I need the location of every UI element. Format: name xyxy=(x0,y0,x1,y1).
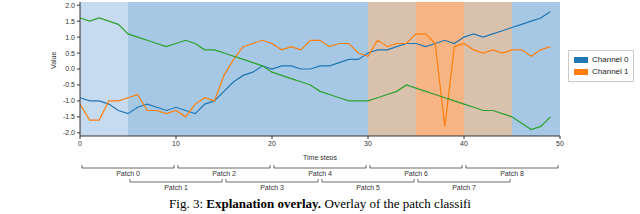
svg-text:20: 20 xyxy=(268,140,276,147)
svg-text:10: 10 xyxy=(172,140,180,147)
svg-text:Patch 8: Patch 8 xyxy=(500,170,524,177)
svg-text:0.0: 0.0 xyxy=(65,65,75,72)
svg-text:30: 30 xyxy=(364,140,372,147)
svg-text:Patch 2: Patch 2 xyxy=(212,170,236,177)
svg-text:Time steps: Time steps xyxy=(303,154,337,160)
svg-text:-1.0: -1.0 xyxy=(63,97,75,104)
svg-text:Value: Value xyxy=(50,52,57,69)
svg-text:1.5: 1.5 xyxy=(65,18,75,25)
svg-text:Patch 1: Patch 1 xyxy=(164,184,188,191)
svg-text:0: 0 xyxy=(78,140,82,147)
html-text:Channel 0: Channel 0 xyxy=(592,55,629,64)
html-text:Fig. 3: Explanation overlay. O: Fig. 3: Explanation overlay. Overlay of … xyxy=(169,196,471,211)
svg-text:1.0: 1.0 xyxy=(65,34,75,41)
html-text:Channel 1: Channel 1 xyxy=(592,67,629,76)
svg-text:50: 50 xyxy=(556,140,564,147)
svg-text:-0.5: -0.5 xyxy=(63,81,75,88)
svg-text:-1.5: -1.5 xyxy=(63,113,75,120)
svg-text:40: 40 xyxy=(460,140,468,147)
svg-text:Patch 7: Patch 7 xyxy=(452,184,476,191)
svg-text:2.0: 2.0 xyxy=(65,2,75,9)
svg-text:Patch 0: Patch 0 xyxy=(116,170,140,177)
svg-text:-2.0: -2.0 xyxy=(63,129,75,136)
svg-text:0.5: 0.5 xyxy=(65,50,75,57)
svg-text:Patch 4: Patch 4 xyxy=(308,170,332,177)
svg-text:Patch 3: Patch 3 xyxy=(260,184,284,191)
svg-text:Patch 5: Patch 5 xyxy=(356,184,380,191)
svg-text:Patch 6: Patch 6 xyxy=(404,170,428,177)
